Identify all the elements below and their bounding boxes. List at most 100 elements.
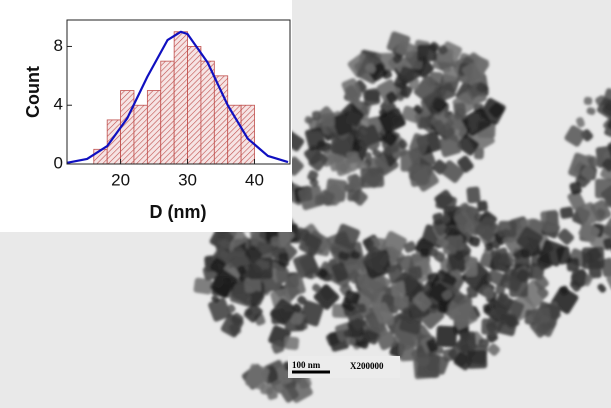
- particle: [461, 62, 482, 83]
- particle: [576, 117, 585, 128]
- particle: [346, 151, 359, 164]
- particle: [399, 316, 422, 335]
- particle: [347, 310, 367, 331]
- particle: [330, 133, 354, 155]
- particle: [318, 189, 335, 206]
- particle: [318, 268, 329, 278]
- particle: [393, 295, 409, 308]
- particle: [271, 340, 285, 354]
- particles: [193, 31, 611, 403]
- particle: [603, 237, 611, 250]
- particle: [385, 91, 398, 104]
- particle: [435, 325, 458, 348]
- particle: [412, 165, 439, 192]
- particle: [355, 303, 366, 313]
- particle: [466, 285, 478, 299]
- bar: [187, 46, 202, 165]
- bar: [120, 90, 135, 165]
- particle: [441, 214, 451, 224]
- particle: [363, 237, 375, 249]
- inset-chart: 20 30 40 0 4 8: [54, 19, 291, 189]
- particle: [485, 321, 498, 333]
- particle: [426, 133, 442, 149]
- particle: [343, 290, 361, 305]
- bar: [146, 90, 162, 165]
- particle: [516, 268, 530, 283]
- particle: [461, 344, 470, 354]
- particle: [237, 265, 247, 276]
- particle: [446, 235, 464, 251]
- particle: [416, 44, 437, 62]
- particle: [438, 44, 448, 55]
- x-tick-label: 30: [178, 170, 197, 189]
- particle: [430, 110, 455, 134]
- particle: [557, 228, 575, 245]
- particle: [569, 181, 582, 195]
- particle: [602, 217, 611, 240]
- particle: [326, 332, 340, 347]
- particle: [298, 232, 323, 257]
- particle: [607, 118, 611, 131]
- particle: [453, 102, 467, 120]
- particle: [331, 262, 349, 283]
- particle: [298, 184, 325, 211]
- particle: [250, 290, 265, 306]
- particle: [426, 338, 438, 353]
- particle: [403, 241, 417, 253]
- particle: [319, 285, 335, 302]
- fit-curve: [66, 30, 289, 164]
- particle: [308, 151, 329, 172]
- particle: [399, 66, 416, 82]
- particle: [226, 304, 236, 314]
- particle: [497, 313, 518, 337]
- particle: [495, 284, 506, 295]
- particle: [390, 280, 406, 298]
- y-axis-label: Count: [23, 66, 43, 118]
- particle: [396, 40, 416, 58]
- particle: [347, 173, 362, 190]
- y-tick-label: 0: [54, 153, 63, 172]
- particle: [531, 307, 551, 325]
- particle: [362, 246, 390, 273]
- particle: [334, 223, 361, 250]
- particle: [211, 295, 220, 303]
- particle: [457, 155, 474, 173]
- particle: [409, 133, 430, 155]
- particle: [220, 313, 244, 338]
- particle: [432, 212, 445, 226]
- particle: [244, 277, 262, 294]
- particle: [400, 150, 421, 172]
- bar: [133, 104, 148, 165]
- bar: [160, 60, 175, 165]
- particle: [435, 194, 457, 212]
- particle: [449, 289, 465, 304]
- particle: [581, 246, 605, 270]
- particle: [243, 303, 263, 323]
- particle: [351, 189, 368, 206]
- particle: [338, 251, 350, 261]
- particle: [312, 283, 321, 293]
- particle: [365, 63, 376, 74]
- particle: [392, 54, 403, 64]
- particle: [453, 211, 474, 233]
- particle: [193, 277, 213, 295]
- particle: [476, 82, 488, 93]
- particle: [407, 265, 423, 281]
- particle: [597, 283, 607, 293]
- particle: [362, 168, 383, 188]
- particle: [219, 239, 231, 250]
- particle: [428, 247, 439, 257]
- particle: [583, 96, 593, 105]
- particle: [602, 158, 611, 172]
- particle: [465, 261, 478, 277]
- particle: [529, 263, 545, 281]
- y-tick-label: 8: [54, 36, 63, 55]
- particle: [477, 200, 488, 212]
- particle: [441, 289, 453, 301]
- particle: [245, 363, 270, 391]
- particle: [381, 130, 398, 146]
- particle: [397, 139, 408, 150]
- particle: [343, 329, 352, 338]
- particle: [412, 291, 432, 312]
